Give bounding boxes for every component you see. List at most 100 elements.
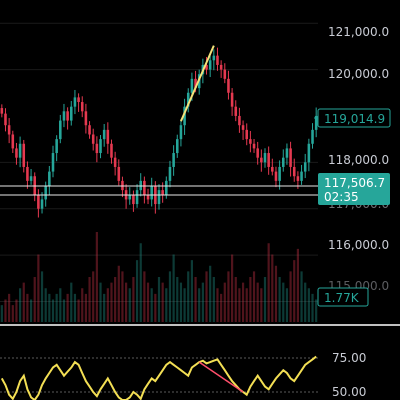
candle-body (212, 55, 216, 61)
volume-bar (37, 254, 40, 322)
candle-body (223, 69, 227, 79)
candle-body (311, 129, 314, 144)
candle-body (256, 148, 259, 158)
candle-body (128, 194, 132, 200)
volume-bar (311, 293, 314, 322)
candle-body (267, 153, 270, 167)
volume-bar (168, 271, 172, 322)
volume-bar (125, 282, 128, 322)
volume-bar (190, 260, 193, 322)
volume-bar (161, 282, 164, 322)
volume-bar (132, 277, 135, 322)
candle-body (245, 129, 249, 140)
candle-body (95, 143, 99, 154)
volume-bar (289, 271, 292, 322)
volume-bar (55, 293, 58, 322)
candle-body (99, 139, 102, 154)
candle-body (208, 60, 212, 70)
candle-body (249, 139, 252, 144)
volume-bar (183, 288, 186, 322)
volume-bar (92, 271, 95, 322)
volume-bar (220, 293, 223, 322)
rsi-divergence-line[interactable] (198, 361, 244, 393)
volume-tag[interactable]: 1.77K (317, 287, 369, 307)
volume-bar (249, 277, 252, 322)
candle-body (314, 115, 318, 130)
candle-body (66, 111, 69, 121)
candle-body (69, 106, 73, 121)
candle-body (289, 148, 292, 167)
volume-bars (0, 232, 318, 322)
candle-body (55, 139, 58, 154)
candle-body (194, 78, 197, 89)
candle-body (18, 143, 22, 158)
candle-body (252, 143, 256, 149)
rsi-line (0, 355, 317, 400)
volume-bar (260, 288, 263, 322)
price-label: 118,000.0 (328, 153, 389, 167)
volume-bar (165, 288, 168, 322)
volume-bar (223, 282, 226, 322)
volume-bar (176, 277, 179, 322)
candle-body (303, 162, 307, 172)
candle-body (241, 125, 245, 130)
trendline[interactable] (180, 45, 215, 122)
candle-body (285, 148, 289, 158)
volume-bar (106, 288, 109, 322)
candle-body (165, 180, 168, 195)
volume-bar (252, 271, 256, 322)
price-axis[interactable]: 121,000.0 120,000.0 118,000.0 117,000.0 … (328, 25, 389, 293)
volume-bar (205, 271, 208, 322)
candle-body (168, 166, 172, 181)
candle-body (281, 157, 285, 167)
candle-body (29, 176, 33, 181)
price-label: 116,000.0 (328, 238, 389, 252)
volume-bar (198, 288, 201, 322)
candle-body (40, 199, 44, 209)
volume-bar (154, 293, 157, 322)
volume-bar (77, 299, 80, 322)
candle-body (135, 190, 139, 205)
candle-body (278, 166, 281, 181)
candle-body (150, 185, 153, 200)
candle-body (15, 148, 18, 158)
volume-bar (26, 293, 29, 322)
candle-body (91, 134, 95, 144)
volume-bar (315, 299, 318, 322)
volume-bar (62, 299, 66, 322)
candle-body (179, 125, 183, 140)
crosshair-price-box (318, 173, 390, 205)
volume-bar (33, 277, 36, 322)
crosshair-price-tag[interactable]: 117,506.7 02:35 (318, 173, 390, 205)
candle-body (117, 166, 121, 181)
volume-bar (285, 288, 289, 322)
volume-bar (73, 293, 77, 322)
volume-bar (274, 265, 278, 322)
candlestick-series (0, 47, 318, 218)
volume-bar (51, 299, 55, 322)
volume-bar (296, 248, 299, 322)
volume-bar (267, 243, 270, 322)
volume-bar (194, 277, 197, 322)
volume-bar (209, 265, 212, 322)
volume-bar (15, 299, 18, 322)
volume-bar (157, 277, 161, 322)
volume-bar (128, 288, 131, 322)
volume-bar (241, 282, 245, 322)
rsi-pane[interactable]: 75.00 50.00 (0, 351, 366, 400)
last-price-tag[interactable]: 119,014.9 (314, 108, 391, 128)
candle-body (143, 180, 146, 195)
candle-body (26, 166, 29, 181)
candle-body (300, 171, 303, 181)
countdown-timer: 02:35 (324, 190, 359, 204)
volume-bar (307, 288, 310, 322)
candle-body (37, 194, 40, 209)
candle-body (216, 55, 219, 65)
candle-body (172, 153, 175, 167)
volume-bar (117, 265, 120, 322)
volume-bar (256, 282, 259, 322)
volume-bar (238, 288, 241, 322)
volume-bar (234, 277, 237, 322)
candle-body (190, 78, 194, 93)
